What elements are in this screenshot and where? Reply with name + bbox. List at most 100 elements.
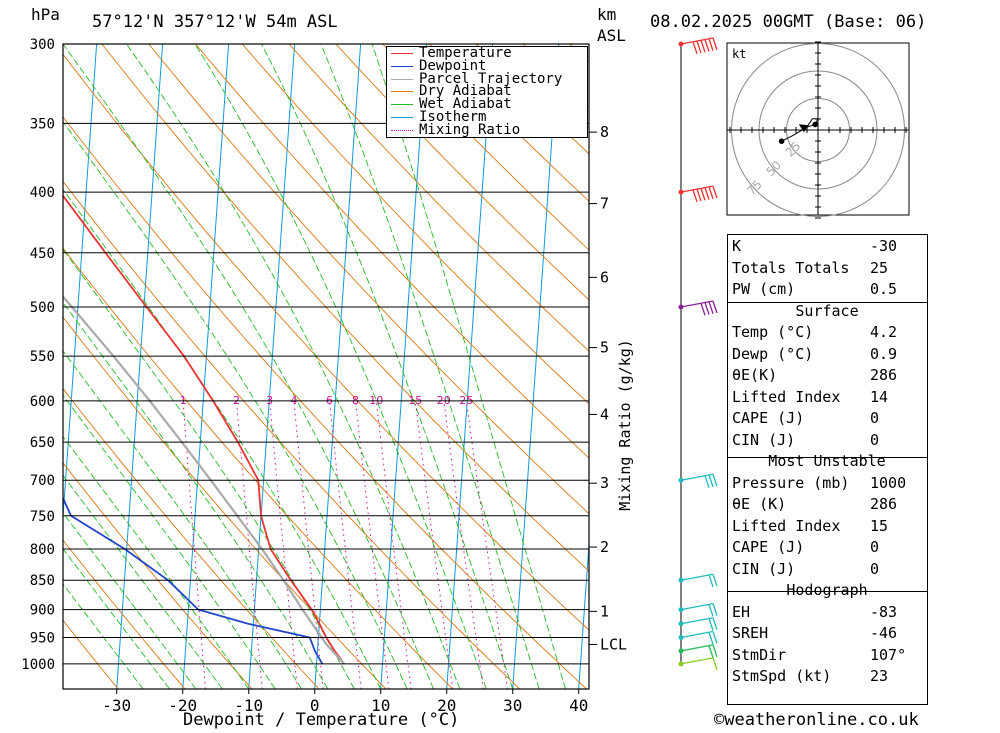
wind-barb-feather [708, 645, 714, 658]
wet-adiabat-line [63, 44, 434, 689]
wind-barb-staff [680, 300, 714, 308]
pressure-tick-label: 900 [30, 603, 55, 619]
indices-box-top [727, 234, 928, 304]
isotherm-line [314, 44, 362, 689]
legend-swatch [391, 65, 413, 67]
hodograph-marker [812, 121, 818, 128]
index-row: Lifted Index 14 [728, 387, 926, 409]
index-value: -46 [870, 624, 898, 642]
pressure-tick-label: 450 [30, 246, 55, 262]
index-row: θE (K) 286 [728, 494, 926, 516]
wind-barb-staff [680, 617, 714, 625]
index-row: StmSpd (kt) 23 [728, 666, 926, 688]
legend-swatch [391, 78, 413, 80]
pressure-tick-label: 700 [30, 473, 55, 489]
dry-adiabat-line [148, 44, 589, 515]
wind-barb-feather [708, 632, 714, 645]
wind-barb-feather [712, 185, 718, 199]
index-name: PW (cm) [732, 280, 796, 298]
dry-adiabat-line [63, 619, 119, 689]
x-tick-label: 0 [310, 696, 320, 715]
index-section-title: Hodograph [728, 580, 926, 602]
legend-item: Dry Adiabat [387, 83, 587, 100]
index-name: Lifted Index [732, 387, 841, 406]
index-value: 286 [870, 495, 898, 513]
legend-swatch [391, 53, 413, 54]
x-tick-label: -10 [234, 696, 263, 715]
index-name: Pressure (mb) [732, 473, 850, 492]
isotherm-line [248, 44, 296, 689]
wet-adiabat-line [371, 44, 566, 689]
legend-item: Temperature [387, 46, 587, 60]
wind-barb [680, 657, 718, 671]
x-tick-label: 20 [437, 696, 456, 715]
wind-barb-feather [712, 631, 718, 644]
wind-barb-feather [700, 188, 706, 201]
wind-barb-feather [704, 475, 710, 488]
legend-item: Dewpoint [387, 59, 587, 73]
index-row: SREH -46 [728, 623, 926, 645]
pressure-tick-label: 950 [30, 630, 55, 646]
wind-barb [680, 630, 718, 645]
legend-swatch [391, 104, 413, 106]
wet-adiabat-line [261, 44, 514, 689]
wind-barb-staff [680, 573, 714, 581]
height-tick-label: 4 [600, 405, 609, 423]
wind-barb [680, 573, 718, 588]
index-name: K [732, 237, 742, 255]
wind-barb [680, 473, 718, 488]
height-unit-asl: ASL [597, 26, 626, 45]
pressure-tick-label: 550 [30, 349, 55, 365]
index-name: θE (K) [732, 495, 787, 513]
wind-barb-feather [708, 301, 714, 314]
wind-barb-feather [708, 618, 714, 631]
dewpoint-profile [63, 495, 324, 665]
indices-box-hodo [727, 591, 928, 705]
wind-barb-feather [712, 644, 718, 658]
index-name: CAPE (J) [732, 538, 805, 556]
legend-swatch [391, 129, 413, 131]
isotherm-line [116, 44, 164, 689]
height-tick-label: 7 [600, 195, 609, 213]
index-name: Temp (°C) [732, 323, 814, 341]
pressure-tick-label: 850 [30, 573, 55, 589]
wind-barb [680, 37, 718, 54]
copyright-text[interactable]: ©weatheronline.co.uk [714, 710, 919, 730]
wind-barb-feather [696, 40, 702, 54]
wind-barb-feather [700, 303, 706, 316]
legend-label: Dry Adiabat [419, 83, 512, 100]
index-row: Dewp (°C) 0.9 [728, 344, 926, 366]
indices-box-surface [727, 302, 928, 459]
wind-barb-feather [704, 39, 710, 52]
wet-adiabat-line [63, 548, 170, 689]
index-name: Dewp (°C) [732, 344, 814, 363]
legend-item: Mixing Ratio [387, 123, 587, 137]
wind-barb-feather [708, 474, 714, 488]
index-name: SREH [732, 624, 769, 642]
index-row: K -30 [728, 236, 926, 258]
wind-barb [680, 300, 718, 316]
wet-adiabat-line [63, 301, 329, 689]
pressure-tick-label: 400 [30, 185, 55, 201]
x-tick-label: 40 [569, 696, 588, 715]
wet-adiabat-line [63, 350, 302, 689]
index-row: StmDir 107° [728, 645, 926, 667]
wind-barb [680, 185, 718, 203]
x-axis-label: Dewpoint / Temperature (°C) [183, 710, 460, 730]
wind-barb-feather [692, 189, 698, 203]
index-name: θE(K) [732, 366, 778, 384]
wet-adiabat-line [63, 512, 197, 689]
wind-barb-staff [680, 644, 714, 652]
index-value: 0.5 [870, 280, 898, 298]
wet-adiabat-line [63, 120, 408, 689]
index-value: 14 [870, 387, 889, 406]
wind-barb-staff [680, 657, 714, 665]
index-value: 4.2 [870, 323, 898, 341]
legend-swatch [391, 116, 413, 118]
dry-adiabat-line [63, 539, 186, 689]
dry-adiabat-line [63, 462, 253, 689]
index-name: EH [732, 602, 751, 621]
legend-item: Parcel Trajectory [387, 72, 587, 86]
wet-adiabat-line [194, 44, 487, 689]
dry-adiabat-line [195, 44, 589, 459]
